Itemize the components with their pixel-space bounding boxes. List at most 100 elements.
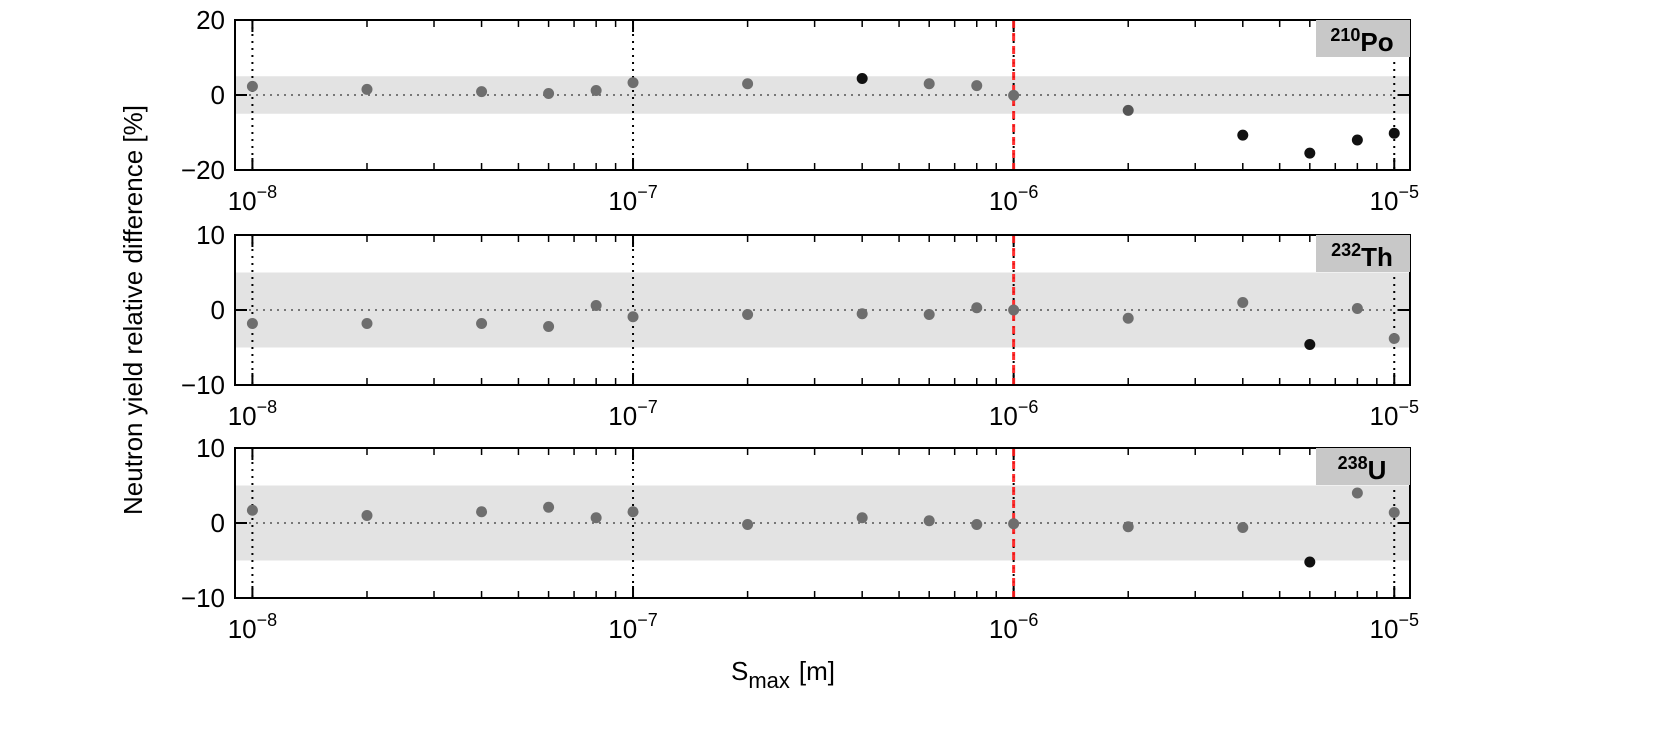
data-point xyxy=(1237,129,1249,141)
data-point xyxy=(856,73,868,84)
y-tick-label: −10 xyxy=(181,583,225,613)
x-tick-exponent: −6 xyxy=(1018,182,1039,202)
data-point xyxy=(246,80,258,92)
data-point xyxy=(476,506,488,518)
x-label-sub: max xyxy=(748,668,790,693)
x-tick-label: 10−6 xyxy=(989,397,1038,431)
x-axis-label: Smax [m] xyxy=(731,656,835,693)
data-point xyxy=(1237,522,1249,533)
x-tick-exponent: −8 xyxy=(257,397,278,417)
data-point xyxy=(627,506,639,518)
x-tick-base: 10 xyxy=(228,614,257,644)
x-tick-exponent: −6 xyxy=(1018,610,1039,630)
panel-label-box xyxy=(1316,20,1410,57)
data-point xyxy=(742,309,754,320)
panel-label-element: Th xyxy=(1361,242,1393,272)
x-tick-base: 10 xyxy=(1370,401,1399,431)
x-tick-base: 10 xyxy=(228,401,257,431)
data-point xyxy=(590,85,602,96)
x-tick-label: 10−6 xyxy=(989,182,1038,216)
data-point xyxy=(1008,89,1020,101)
data-point xyxy=(742,519,754,530)
plot-frame xyxy=(234,19,1411,171)
y-tick-label: −20 xyxy=(181,155,225,185)
data-point xyxy=(1388,507,1400,518)
x-tick-exponent: −7 xyxy=(637,610,658,630)
x-tick-label: 10−5 xyxy=(1370,397,1419,431)
x-tick-label: 10−8 xyxy=(228,610,277,644)
x-tick-base: 10 xyxy=(989,401,1018,431)
panel-label-mass: 232 xyxy=(1331,240,1361,260)
panel-label: 210Po xyxy=(1330,25,1393,57)
data-point xyxy=(543,88,555,99)
x-tick-base: 10 xyxy=(608,401,637,431)
data-point xyxy=(590,512,602,524)
data-point xyxy=(1008,518,1020,530)
data-point xyxy=(856,308,868,320)
panel-label-element: Po xyxy=(1360,27,1393,57)
panel-label-element: U xyxy=(1368,455,1387,485)
data-point xyxy=(246,318,258,329)
data-point xyxy=(361,83,373,95)
x-tick-base: 10 xyxy=(608,186,637,216)
data-point xyxy=(1388,333,1400,344)
panel-label-box xyxy=(1316,448,1410,485)
data-point xyxy=(361,510,373,521)
x-label-unit: [m] xyxy=(799,656,835,686)
data-point xyxy=(1388,127,1400,139)
data-point xyxy=(590,300,602,311)
y-tick-label: 20 xyxy=(196,5,225,35)
x-tick-label: 10−8 xyxy=(228,182,277,216)
tolerance-band xyxy=(235,76,1410,114)
tolerance-band xyxy=(235,272,1410,348)
data-point xyxy=(1351,303,1363,314)
y-tick-label: 10 xyxy=(196,220,225,250)
y-axis-label: Neutron yield relative difference [%] xyxy=(118,105,148,515)
data-point xyxy=(246,504,258,516)
x-label-main: S xyxy=(731,656,748,686)
data-point xyxy=(1304,339,1316,350)
data-point xyxy=(971,80,983,92)
data-point xyxy=(1008,304,1020,316)
data-point xyxy=(742,78,754,90)
panel-label: 238U xyxy=(1338,453,1387,485)
data-point xyxy=(543,321,555,332)
plot-frame xyxy=(234,234,1411,386)
x-tick-base: 10 xyxy=(989,186,1018,216)
x-tick-base: 10 xyxy=(1370,614,1399,644)
x-tick-exponent: −8 xyxy=(257,182,278,202)
data-point xyxy=(856,512,868,524)
x-tick-exponent: −5 xyxy=(1398,182,1419,202)
data-point xyxy=(1237,297,1249,308)
y-tick-label: 0 xyxy=(211,80,225,110)
data-point xyxy=(476,318,488,329)
x-tick-exponent: −7 xyxy=(637,182,658,202)
data-point xyxy=(1122,521,1134,533)
panel-label-box xyxy=(1316,235,1410,272)
x-tick-label: 10−5 xyxy=(1370,610,1419,644)
x-tick-label: 10−7 xyxy=(608,182,657,216)
x-tick-label: 10−5 xyxy=(1370,182,1419,216)
x-tick-label: 10−7 xyxy=(608,610,657,644)
y-tick-label: −10 xyxy=(181,370,225,400)
data-point xyxy=(971,302,983,314)
x-tick-base: 10 xyxy=(228,186,257,216)
x-tick-exponent: −5 xyxy=(1398,397,1419,417)
panel-label-mass: 210 xyxy=(1330,25,1360,45)
x-tick-base: 10 xyxy=(989,614,1018,644)
data-point xyxy=(476,86,488,98)
data-point xyxy=(923,309,935,320)
x-tick-label: 10−7 xyxy=(608,397,657,431)
data-point xyxy=(1122,312,1134,324)
panel-label: 232Th xyxy=(1331,240,1393,272)
x-tick-base: 10 xyxy=(1370,186,1399,216)
y-tick-label: 10 xyxy=(196,433,225,463)
x-tick-exponent: −8 xyxy=(257,610,278,630)
data-point xyxy=(923,515,935,527)
data-point xyxy=(543,501,555,513)
panel-label-mass: 238 xyxy=(1338,453,1368,473)
x-tick-label: 10−6 xyxy=(989,610,1038,644)
tolerance-band xyxy=(235,485,1410,561)
plot-frame xyxy=(234,447,1411,599)
